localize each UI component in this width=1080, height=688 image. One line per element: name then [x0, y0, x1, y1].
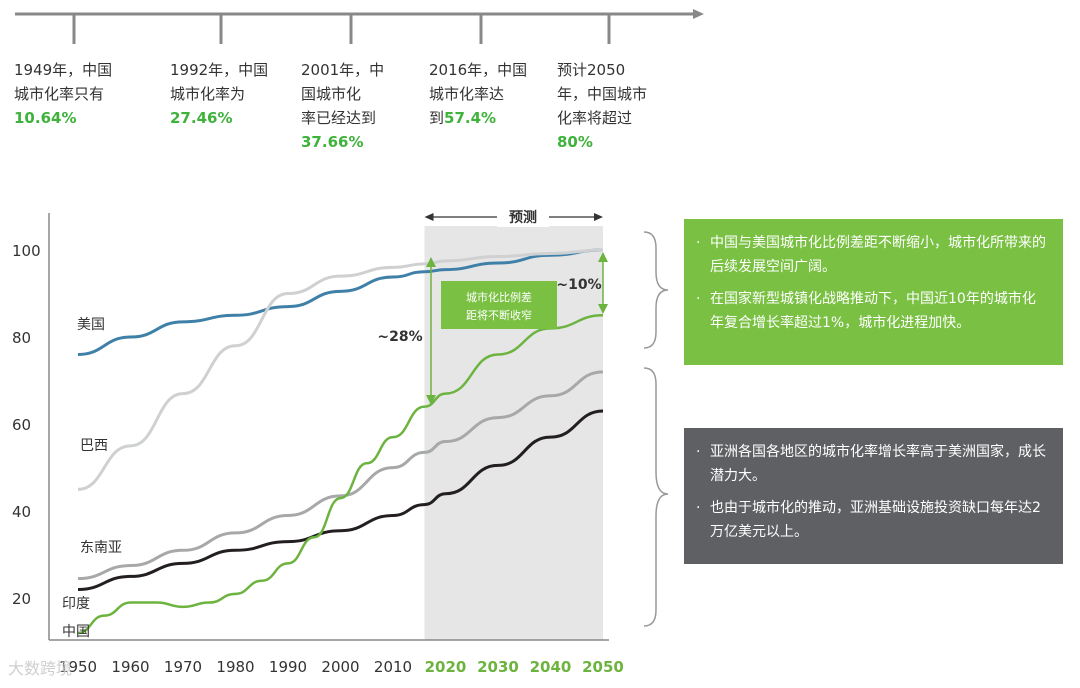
- bracket-lower: [643, 367, 669, 627]
- asia-insight-box: 亚洲各国各地区的城市化率增长率高于美洲国家，成长潜力大。 也由于城市化的推动，亚…: [684, 428, 1063, 564]
- series-label: 印度: [62, 596, 90, 612]
- series-label: 东南亚: [80, 540, 122, 556]
- milestone-text: 化率将超过: [557, 109, 633, 127]
- gap-arrow-28-bottom-icon: [426, 395, 436, 405]
- forecast-label-bg: [497, 207, 549, 227]
- series-label: 巴西: [80, 438, 108, 454]
- milestone-text: 到57.4%: [429, 106, 527, 130]
- forecast-arrow-right-icon: [594, 213, 603, 221]
- milestone-text: 1992年，中国: [170, 61, 269, 79]
- milestone-text-inline: 到: [429, 109, 445, 127]
- y-tick-label: 80: [12, 329, 31, 347]
- x-tick-label: 1960: [111, 658, 149, 676]
- milestone-text: 城市化率达: [429, 85, 505, 103]
- timeline-arrow-icon: [693, 9, 704, 19]
- x-tick-label: 1980: [216, 658, 254, 676]
- milestone-1949: 1949年，中国 城市化率只有 10.64%: [14, 58, 112, 130]
- series-line-中国: [77, 314, 604, 635]
- milestone-2050: 预计2050 年，中国城市 化率将超过 80%: [557, 58, 647, 154]
- milestone-text: 2016年，中国: [429, 61, 528, 79]
- series-label: 美国: [77, 317, 105, 333]
- insight-bullet: 中国与美国城市化比例差距不断缩小，城市化所带来的后续发展空间广阔。: [696, 231, 1049, 279]
- milestone-pct: 80%: [557, 133, 593, 151]
- y-tick-label: 100: [12, 242, 41, 260]
- x-tick-label: 1950: [59, 658, 97, 676]
- y-tick-label: 20: [12, 590, 31, 608]
- milestone-2001: 2001年，中 国城市化 率已经达到 37.66%: [301, 58, 384, 154]
- gap-callout-text: 距将不断收窄: [466, 308, 532, 322]
- bracket-upper: [643, 231, 669, 349]
- forecast-arrow-left-icon: [424, 213, 434, 221]
- x-tick-label: 2010: [374, 658, 412, 676]
- milestone-1992: 1992年，中国 城市化率为 27.46%: [170, 58, 268, 130]
- x-tick-label: 1970: [164, 658, 202, 676]
- milestone-text: 城市化率为: [170, 85, 246, 103]
- y-tick-label: 60: [12, 416, 31, 434]
- x-tick-label: 2000: [321, 658, 359, 676]
- milestone-pct: 10.64%: [14, 109, 77, 127]
- gap-arrow-10-top-icon: [598, 252, 608, 262]
- x-tick-label: 2030: [477, 658, 519, 676]
- x-tick-label: 2040: [530, 658, 572, 676]
- insight-bullet: 在国家新型城镇化战略推动下，中国近10年的城市化年复合增长率超过1%，城市化进程…: [696, 287, 1049, 335]
- milestone-pct: 37.66%: [301, 133, 364, 151]
- series-line-东南亚: [77, 370, 604, 581]
- gap-label-28: ~28%: [377, 329, 422, 345]
- gap-callout-box: [441, 281, 557, 329]
- china-us-insight-box: 中国与美国城市化比例差距不断缩小，城市化所带来的后续发展空间广阔。 在国家新型城…: [684, 219, 1063, 365]
- gap-callout-text: 城市化比例差: [466, 290, 532, 304]
- series-line-巴西: [77, 248, 604, 491]
- series-label: 中国: [62, 624, 90, 640]
- gap-arrow-10-bottom-icon: [598, 304, 608, 314]
- insight-bullet: 也由于城市化的推动，亚洲基础设施投资缺口每年达2万亿美元以上。: [696, 496, 1049, 544]
- series-line-美国: [77, 248, 604, 356]
- x-tick-label: 2020: [425, 658, 467, 676]
- milestone-text: 年，中国城市: [557, 85, 648, 103]
- milestone-pct: 57.4%: [444, 109, 497, 127]
- milestone-text: 国城市化: [301, 85, 362, 103]
- watermark-logo: 大数跨境: [8, 659, 73, 678]
- x-tick-label: 2050: [582, 658, 624, 676]
- urbanization-chart: 预测 100 80 60 40 20 1950 1960 1970 1980 1990 2000 201…: [12, 207, 624, 676]
- milestone-text: 城市化率只有: [14, 85, 105, 103]
- y-tick-label: 40: [12, 503, 31, 521]
- x-tick-label: 1990: [269, 658, 307, 676]
- milestone-pct: 27.46%: [170, 109, 233, 127]
- milestone-text: 预计2050: [557, 61, 626, 79]
- insight-bullet: 亚洲各国各地区的城市化率增长率高于美洲国家，成长潜力大。: [696, 440, 1049, 488]
- milestone-text: 2001年，中: [301, 61, 385, 79]
- milestone-2016: 2016年，中国 城市化率达 到57.4%: [429, 58, 527, 130]
- gap-label-10: ~10%: [556, 277, 601, 293]
- gap-arrow-28-top-icon: [426, 257, 436, 267]
- forecast-label: 预测: [509, 209, 537, 226]
- timeline: [15, 9, 704, 44]
- milestone-text: 率已经达到: [301, 109, 377, 127]
- brackets: [643, 231, 669, 627]
- timeline-ticks: [72, 14, 611, 44]
- milestone-text: 1949年，中国: [14, 61, 113, 79]
- series-line-印度: [77, 409, 604, 591]
